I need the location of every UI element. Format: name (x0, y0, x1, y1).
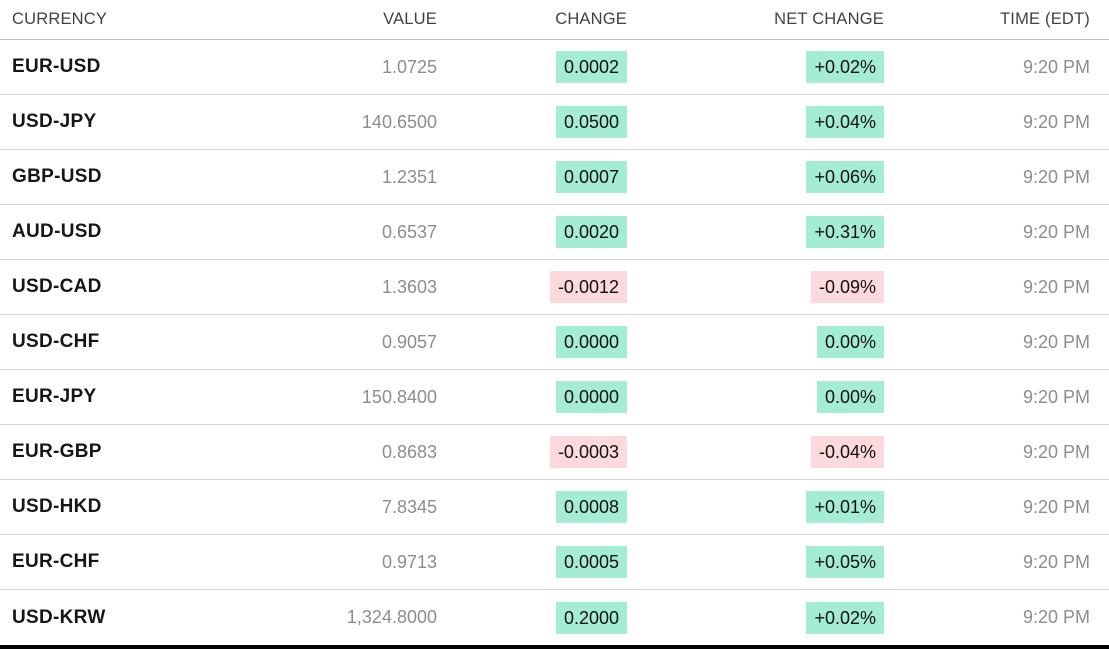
change-cell: 0.0005 (437, 546, 627, 578)
change-cell: 0.0002 (437, 51, 627, 83)
net-change-cell: +0.05% (627, 546, 884, 578)
net-change-cell: +0.31% (627, 216, 884, 248)
net-change-cell: +0.06% (627, 161, 884, 193)
currency-pair-link[interactable]: USD-KRW (12, 606, 106, 628)
change-cell: -0.0012 (437, 271, 627, 303)
change-badge: 0.0005 (555, 546, 627, 578)
currency-pair-link[interactable]: USD-HKD (12, 496, 102, 517)
net-change-badge: +0.02% (806, 601, 884, 634)
net-change-badge: +0.01% (806, 491, 884, 523)
value-cell: 0.9713 (381, 551, 437, 572)
change-badge: 0.0020 (555, 216, 627, 248)
change-badge: 0.2000 (555, 601, 627, 634)
table-row[interactable]: AUD-USD 0.6537 0.0020 +0.31% 9:20 PM (0, 205, 1109, 260)
time-cell: 9:20 PM (1022, 551, 1090, 572)
table-row[interactable]: USD-CHF 0.9057 0.0000 0.00% 9:20 PM (0, 315, 1109, 370)
net-change-cell: 0.00% (627, 381, 884, 413)
change-badge: -0.0003 (549, 436, 627, 468)
value-cell: 150.8400 (361, 386, 437, 407)
currency-pair-link[interactable]: USD-CHF (12, 331, 100, 352)
table-row[interactable]: USD-CAD 1.3603 -0.0012 -0.09% 9:20 PM (0, 260, 1109, 315)
net-change-badge: -0.09% (810, 271, 884, 303)
net-change-cell: -0.09% (627, 271, 884, 303)
time-cell: 9:20 PM (1022, 166, 1090, 187)
net-change-badge: +0.04% (806, 106, 884, 138)
net-change-badge: +0.02% (806, 51, 884, 83)
currency-pair-link[interactable]: EUR-GBP (12, 441, 102, 462)
value-cell: 1.3603 (381, 276, 437, 297)
value-cell: 1,324.8000 (346, 607, 437, 627)
currency-pair-link[interactable]: EUR-CHF (12, 551, 100, 572)
net-change-cell: 0.00% (627, 326, 884, 358)
time-cell: 9:20 PM (1022, 56, 1090, 77)
column-header-value: VALUE (383, 10, 437, 28)
net-change-badge: +0.05% (806, 546, 884, 578)
table-row[interactable]: USD-KRW 1,324.8000 0.2000 +0.02% 9:20 PM (0, 590, 1109, 645)
table-row[interactable]: GBP-USD 1.2351 0.0007 +0.06% 9:20 PM (0, 150, 1109, 205)
net-change-badge: 0.00% (816, 326, 884, 358)
change-badge: 0.0000 (555, 326, 627, 358)
change-cell: 0.0007 (437, 161, 627, 193)
value-cell: 0.9057 (381, 331, 437, 352)
table-header-row: CURRENCY VALUE CHANGE NET CHANGE TIME (E… (0, 0, 1109, 40)
currency-pair-link[interactable]: AUD-USD (12, 221, 102, 242)
table-row[interactable]: USD-JPY 140.6500 0.0500 +0.04% 9:20 PM (0, 95, 1109, 150)
change-cell: 0.0500 (437, 106, 627, 138)
table-row[interactable]: EUR-CHF 0.9713 0.0005 +0.05% 9:20 PM (0, 535, 1109, 590)
table-row[interactable]: EUR-GBP 0.8683 -0.0003 -0.04% 9:20 PM (0, 425, 1109, 480)
time-cell: 9:20 PM (1022, 221, 1090, 242)
table-row[interactable]: EUR-JPY 150.8400 0.0000 0.00% 9:20 PM (0, 370, 1109, 425)
change-cell: 0.0020 (437, 216, 627, 248)
time-cell: 9:20 PM (1022, 441, 1090, 462)
net-change-badge: +0.06% (806, 161, 884, 193)
change-badge: 0.0008 (555, 491, 627, 523)
value-cell: 1.2351 (381, 166, 437, 187)
time-cell: 9:20 PM (1022, 331, 1090, 352)
net-change-badge: +0.31% (806, 216, 884, 248)
currency-pair-link[interactable]: GBP-USD (12, 166, 102, 187)
column-header-change: CHANGE (555, 10, 627, 28)
net-change-cell: +0.02% (627, 601, 884, 634)
column-header-currency: CURRENCY (12, 10, 108, 28)
change-badge: 0.0000 (555, 381, 627, 413)
net-change-cell: -0.04% (627, 436, 884, 468)
currency-pair-link[interactable]: EUR-JPY (12, 386, 97, 407)
value-cell: 140.6500 (361, 111, 437, 132)
net-change-badge: 0.00% (816, 381, 884, 413)
currency-pair-link[interactable]: EUR-USD (12, 56, 101, 77)
table-row[interactable]: EUR-USD 1.0725 0.0002 +0.02% 9:20 PM (0, 40, 1109, 95)
time-cell: 9:20 PM (1022, 496, 1090, 517)
value-cell: 1.0725 (381, 56, 437, 77)
table-body: EUR-USD 1.0725 0.0002 +0.02% 9:20 PM USD-JPY 1… (0, 40, 1109, 645)
table-row[interactable]: USD-HKD 7.8345 0.0008 +0.01% 9:20 PM (0, 480, 1109, 535)
change-badge: 0.0002 (555, 51, 627, 83)
change-cell: 0.0008 (437, 491, 627, 523)
change-badge: 0.0007 (555, 161, 627, 193)
time-cell: 9:20 PM (1022, 276, 1090, 297)
column-header-time: TIME (EDT) (1000, 10, 1090, 28)
change-badge: 0.0500 (555, 106, 627, 138)
change-cell: 0.2000 (437, 601, 627, 634)
time-cell: 9:20 PM (1022, 607, 1090, 627)
change-badge: -0.0012 (549, 271, 627, 303)
net-change-cell: +0.02% (627, 51, 884, 83)
column-header-net-change: NET CHANGE (774, 10, 884, 28)
change-cell: -0.0003 (437, 436, 627, 468)
net-change-badge: -0.04% (810, 436, 884, 468)
change-cell: 0.0000 (437, 381, 627, 413)
time-cell: 9:20 PM (1022, 111, 1090, 132)
net-change-cell: +0.04% (627, 106, 884, 138)
value-cell: 7.8345 (381, 496, 437, 517)
currency-pair-link[interactable]: USD-CAD (12, 276, 102, 297)
net-change-cell: +0.01% (627, 491, 884, 523)
value-cell: 0.6537 (381, 221, 437, 242)
time-cell: 9:20 PM (1022, 386, 1090, 407)
change-cell: 0.0000 (437, 326, 627, 358)
value-cell: 0.8683 (381, 441, 437, 462)
currency-pair-link[interactable]: USD-JPY (12, 111, 97, 132)
